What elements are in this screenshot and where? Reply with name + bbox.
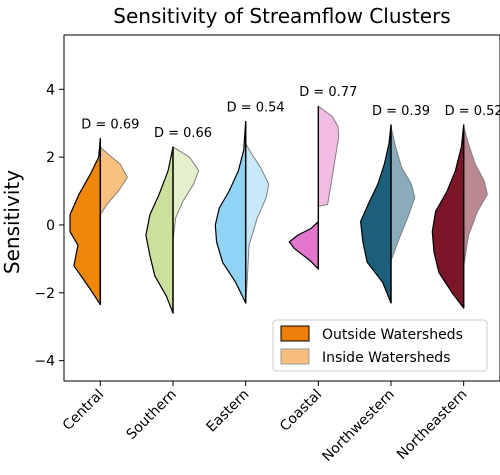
violin-outside-northwestern — [360, 124, 392, 304]
legend: Outside Watersheds Inside Watersheds — [272, 319, 488, 372]
violin-inside-northwestern — [390, 126, 416, 262]
x-tick-label-coastal: Coastal — [277, 387, 325, 435]
chart-title: Sensitivity of Streamflow Clusters — [113, 4, 450, 28]
violin-inside-eastern — [245, 143, 270, 304]
plot-area-frame — [63, 34, 500, 382]
legend-frame — [272, 319, 488, 372]
violin-inside-northeastern — [463, 126, 488, 267]
x-tick-label-eastern: Eastern — [204, 387, 253, 436]
x-axis-ticks: Central Southern Eastern CoastalNorthwester… — [60, 381, 470, 465]
legend-swatch-outside — [280, 325, 310, 342]
y-axis-label: Sensitivity — [0, 170, 24, 274]
violin-outside-coastal — [288, 221, 319, 270]
d-statistic-labels: D = 0.69 D = 0.66 D = 0.54 D = 0.77 D = 0.39… — [81, 85, 500, 141]
violin-inside-southern — [172, 146, 200, 241]
x-tick-label-northwestern: Northwestern — [319, 387, 397, 465]
y-tick-label: −4 — [34, 354, 55, 370]
violin-inside-coastal — [317, 105, 340, 207]
d-label-central: D = 0.69 — [81, 117, 139, 132]
y-tick-label: 4 — [46, 82, 55, 98]
violin-outside-central — [69, 137, 101, 306]
legend-swatch-inside — [280, 348, 310, 365]
d-label-coastal: D = 0.77 — [299, 85, 357, 100]
d-label-northeastern: D = 0.52 — [445, 104, 500, 119]
x-tick-label-central: Central — [60, 387, 107, 434]
d-label-northwestern: D = 0.39 — [372, 104, 430, 119]
y-tick-label: 2 — [46, 150, 55, 166]
legend-label-outside: Outside Watersheds — [322, 327, 463, 343]
y-axis-ticks: −4 −2 0 2 4 — [34, 82, 64, 370]
violin-outside-northeastern — [431, 124, 465, 309]
x-tick-label-southern: Southern — [123, 387, 179, 443]
legend-label-inside: Inside Watersheds — [322, 350, 450, 366]
y-tick-label: 0 — [46, 218, 55, 234]
y-tick-label: −2 — [34, 286, 55, 302]
violins-layer — [69, 105, 488, 314]
violin-outside-eastern — [214, 120, 247, 304]
violin-outside-southern — [145, 146, 174, 314]
violin-inside-central — [99, 146, 128, 216]
d-label-eastern: D = 0.54 — [227, 101, 285, 116]
x-tick-label-northeastern: Northeastern — [394, 387, 470, 463]
d-label-southern: D = 0.66 — [154, 126, 212, 141]
